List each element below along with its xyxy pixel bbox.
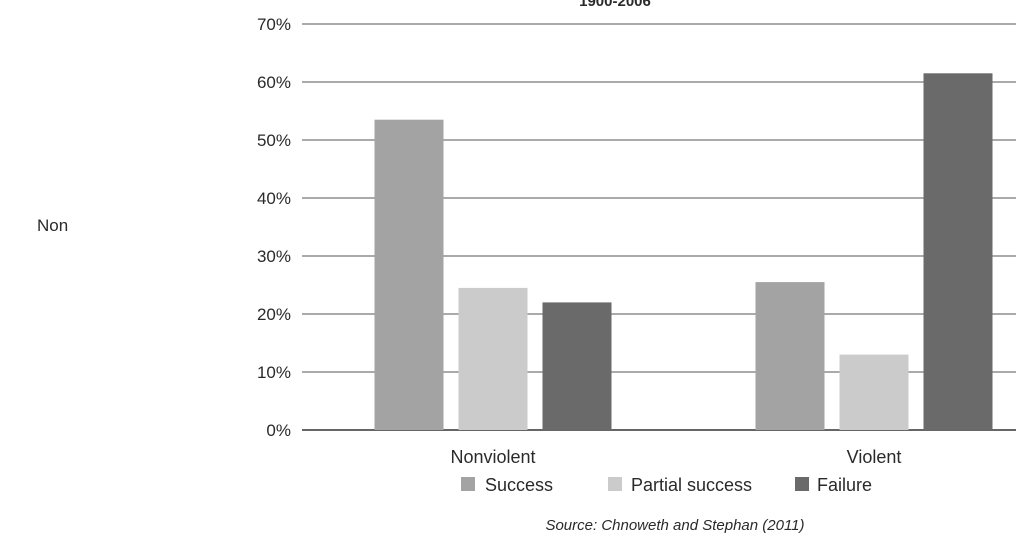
category-label: Violent	[847, 447, 902, 467]
source-note: Source: Chnoweth and Stephan (2011)	[545, 517, 804, 534]
x-axis-categories: Nonviolent Violent	[450, 447, 901, 467]
legend-label: Success	[485, 475, 553, 495]
y-tick-label: 70%	[257, 15, 291, 34]
bar-nonviolent-partial-success	[458, 287, 528, 430]
y-tick-label: 30%	[257, 247, 291, 266]
legend-swatch-success	[461, 477, 475, 491]
side-text: Non	[37, 216, 68, 235]
legend-label: Failure	[817, 475, 872, 495]
bar-nonviolent-failure	[542, 302, 612, 430]
y-tick-label: 40%	[257, 189, 291, 208]
y-tick-label: 20%	[257, 305, 291, 324]
y-tick-label: 50%	[257, 131, 291, 150]
y-tick-label: 60%	[257, 73, 291, 92]
bar-nonviolent-success	[374, 119, 444, 430]
bar-violent-failure	[923, 73, 993, 431]
chart-title: 1900-2006	[579, 0, 651, 10]
legend-label: Partial success	[631, 475, 752, 495]
bar-violent-partial-success	[839, 354, 909, 430]
bars	[374, 73, 993, 431]
y-axis-ticks: 0% 10% 20% 30% 40% 50% 60% 70%	[257, 15, 291, 440]
bar-violent-success	[755, 282, 825, 430]
category-label: Nonviolent	[450, 447, 535, 467]
legend-swatch-failure	[795, 477, 809, 491]
legend: Success Partial success Failure	[461, 475, 872, 495]
y-tick-label: 0%	[266, 421, 291, 440]
y-tick-label: 10%	[257, 363, 291, 382]
legend-swatch-partial-success	[608, 477, 622, 491]
